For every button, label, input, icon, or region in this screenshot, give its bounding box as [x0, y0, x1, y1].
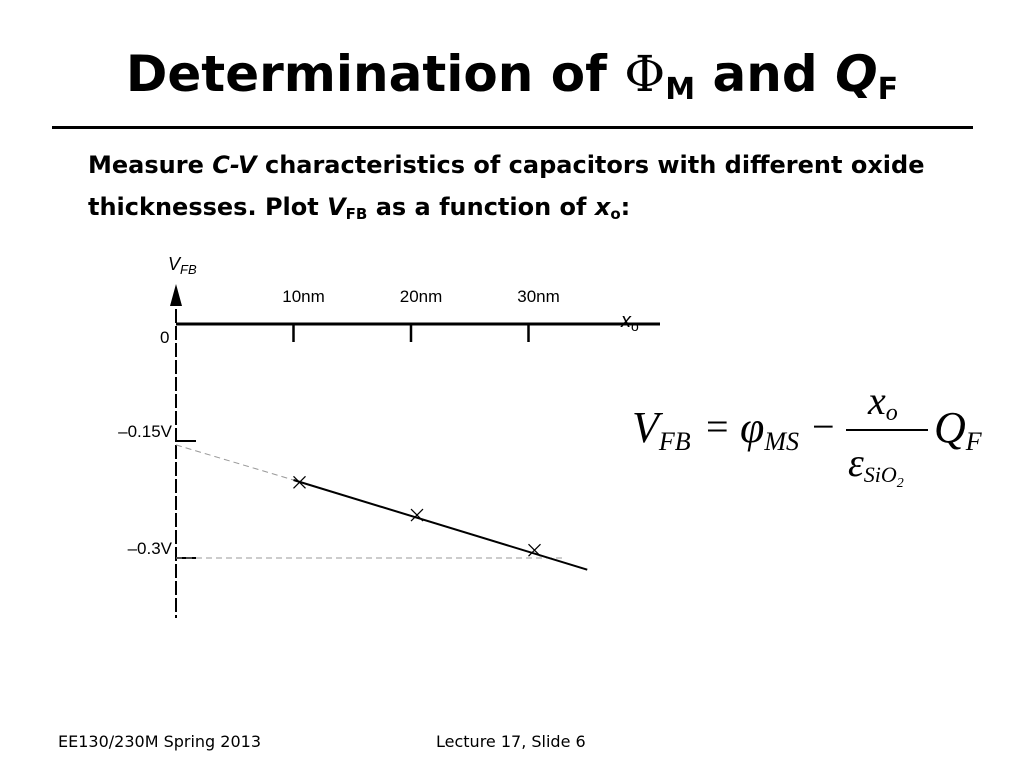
formula-lhs: VFB	[632, 403, 691, 456]
title-divider	[52, 126, 973, 129]
formula-num-sub: o	[886, 400, 898, 426]
title-q-sub: F	[877, 72, 899, 107]
x-axis-label: xo	[620, 310, 639, 334]
formula-den-sub2: 2	[897, 476, 904, 491]
data-point-stroke-b	[293, 475, 306, 489]
x-axis-label-main: x	[620, 310, 632, 332]
body-line-2: thicknesses. Plot VFB as a function of x…	[88, 186, 988, 235]
formula-lhs-v: V	[632, 403, 664, 452]
formula-lhs-sub: FB	[658, 427, 691, 456]
formula-den-sub: SiO	[864, 462, 897, 487]
body-x: x	[594, 193, 611, 221]
body-colon: :	[620, 193, 631, 221]
y-axis-label-main: V	[168, 254, 182, 274]
x-axis-label-sub: o	[631, 318, 639, 334]
body-cv: C-V	[212, 151, 257, 179]
flatband-voltage-formula: VFB = φMS − xo εSiO2 QF	[632, 380, 983, 491]
formula-num-x: x	[867, 380, 886, 423]
formula-numerator: xo	[867, 380, 898, 426]
formula-phi-sub: MS	[763, 427, 799, 456]
formula-minus: −	[812, 404, 835, 449]
footer-course: EE130/230M Spring 2013	[58, 732, 262, 751]
body-v: V	[327, 193, 346, 221]
body-line-1: Measure C-V characteristics of capacitor…	[88, 144, 988, 186]
y-tick-label: –0.3V	[128, 539, 173, 558]
formula-phi-group: φMS	[740, 403, 799, 456]
formula-q-group: QF	[934, 403, 983, 456]
title-phi-sub: M	[665, 72, 696, 107]
body-line2-mid: as a function of	[367, 193, 595, 221]
y-axis-label: VFB	[168, 254, 197, 277]
formula-equals: =	[706, 404, 729, 449]
title-prefix: Determination of	[125, 45, 625, 103]
formula-phi: φ	[740, 403, 764, 452]
data-point-stroke-b	[410, 508, 424, 522]
fit-line	[293, 479, 588, 571]
y-tick-label: –0.15V	[118, 422, 173, 441]
y-axis-arrow	[170, 284, 182, 306]
extrapolation-line	[175, 444, 294, 481]
formula-denominator: εSiO2	[848, 440, 904, 491]
formula-den-eps: ε	[848, 440, 864, 485]
body-v-sub: FB	[345, 205, 368, 223]
title-middle: and	[695, 45, 836, 103]
x-tick-label: 30nm	[517, 287, 560, 306]
body-x-sub: o	[610, 205, 621, 223]
footer-slide-number: Lecture 17, Slide 6	[436, 732, 586, 751]
title-q: Q	[835, 45, 878, 103]
y-axis-label-sub: FB	[180, 262, 197, 277]
slide-title: Determination of ΦM and QF	[0, 42, 1024, 122]
body-text: Measure C-V characteristics of capacitor…	[88, 144, 988, 235]
origin-label: 0	[160, 328, 169, 347]
data-point-stroke-b	[528, 543, 541, 557]
x-tick-label: 10nm	[282, 287, 325, 306]
x-tick-label: 20nm	[400, 287, 443, 306]
data-point	[410, 508, 424, 522]
formula-q: Q	[934, 403, 966, 452]
vfb-vs-xo-chart: VFB xo 0 10nm 20nm 30nm –0.15V –0.3V	[118, 254, 660, 618]
body-line2-start: thicknesses. Plot	[88, 193, 328, 221]
body-measure: Measure	[88, 151, 213, 179]
body-line1-rest: characteristics of capacitors with diffe…	[256, 151, 925, 179]
data-point	[293, 475, 306, 489]
title-phi: Φ	[624, 45, 666, 103]
formula-q-sub: F	[965, 427, 983, 456]
data-point	[528, 543, 541, 557]
